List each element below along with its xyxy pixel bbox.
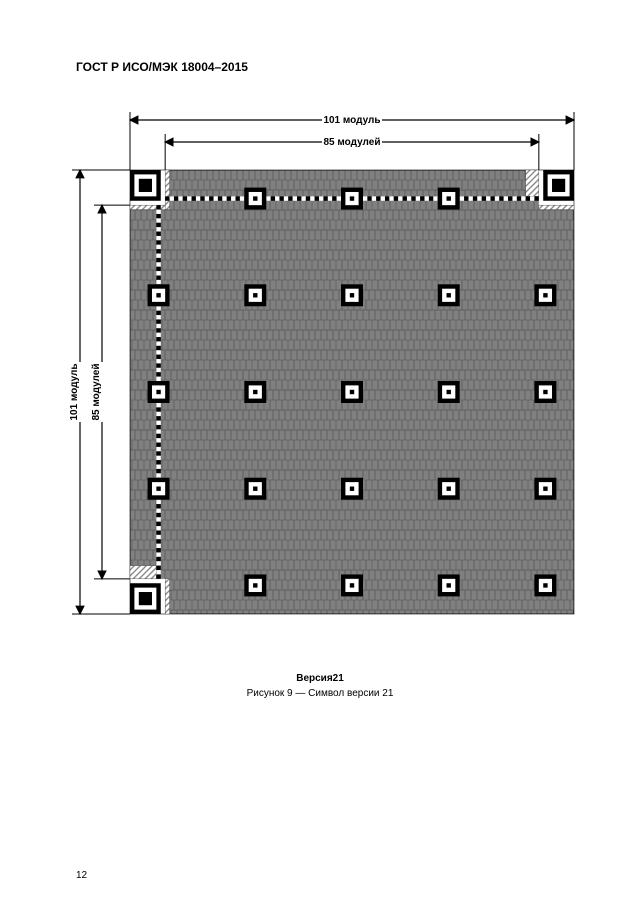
- figure-9: 101 модуль 85 модулей 101 модуль 85 модулей…: [60, 100, 580, 699]
- doc-header: ГОСТ Р ИСО/МЭК 18004–2015: [76, 60, 248, 74]
- svg-text:85 модулей: 85 модулей: [91, 364, 102, 421]
- page: ГОСТ Р ИСО/МЭК 18004–2015 12 101 модуль 8…: [0, 0, 630, 913]
- figure-caption: Рисунок 9 — Символ версии 21: [60, 688, 580, 699]
- svg-text:85 модулей: 85 модулей: [324, 137, 381, 148]
- figure-svg: 101 модуль 85 модулей 101 модуль 85 модулей: [60, 100, 580, 660]
- svg-text:101 модуль: 101 модуль: [69, 363, 80, 420]
- page-number: 12: [76, 870, 87, 881]
- figure-version-label: Версия21: [60, 673, 580, 684]
- svg-text:101 модуль: 101 модуль: [323, 115, 380, 126]
